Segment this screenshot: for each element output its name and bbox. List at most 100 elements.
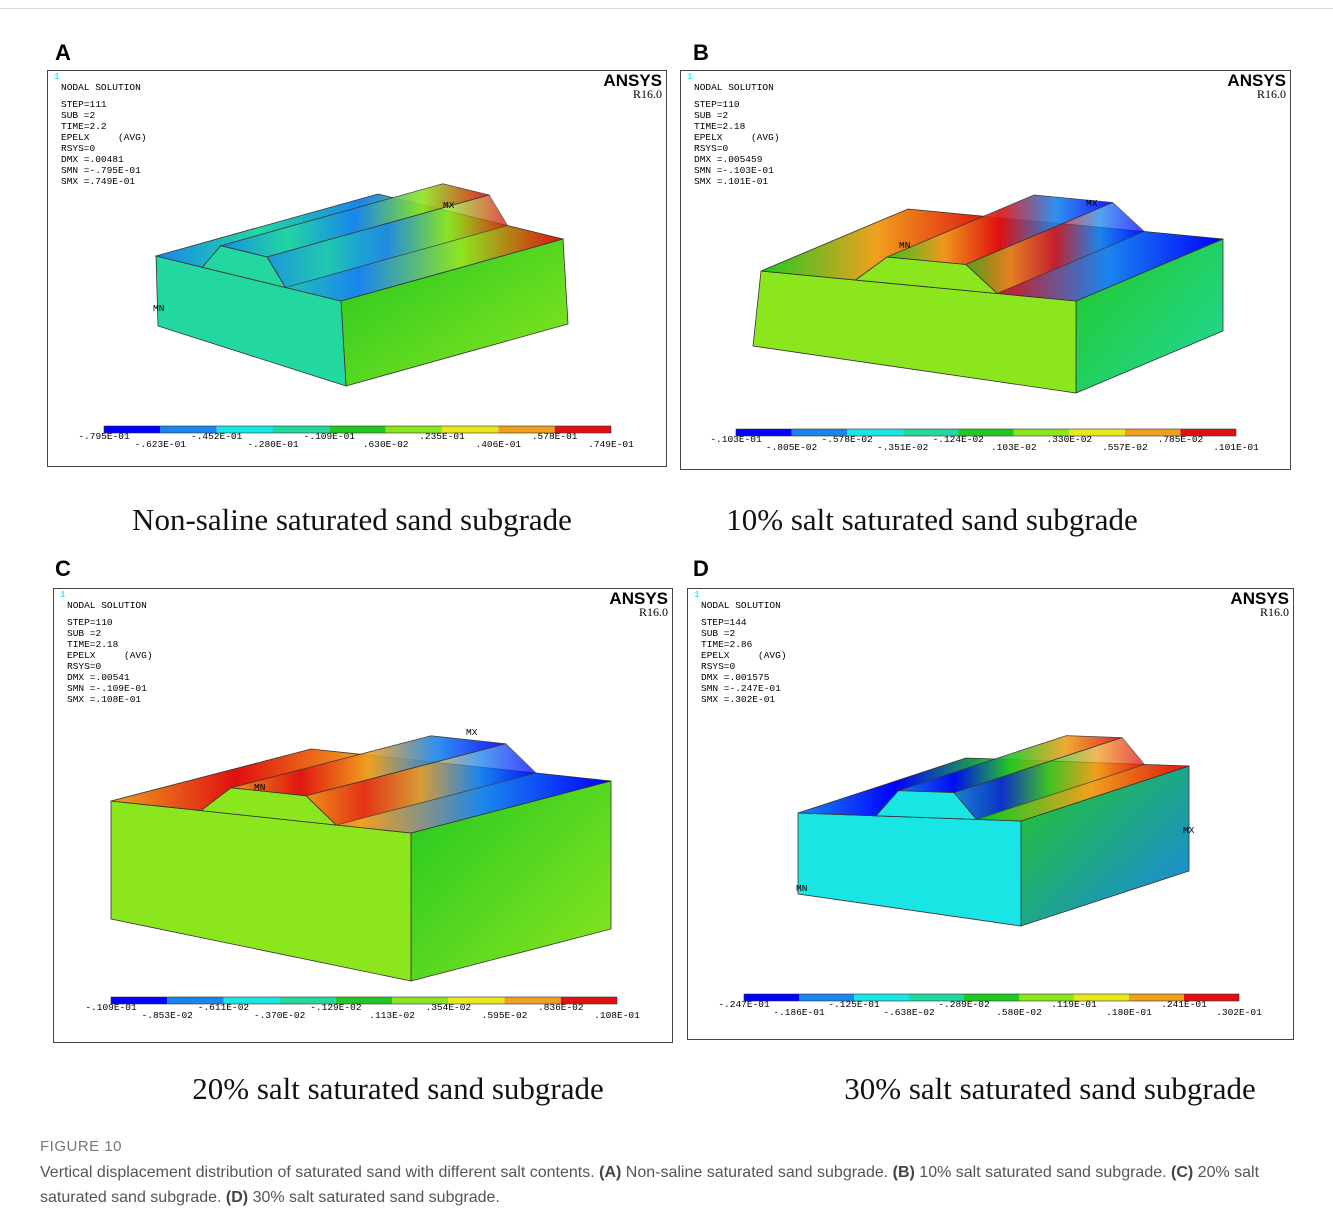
marker: 1 [60,589,66,600]
extreme-tag: MX [466,727,478,738]
colorbar-label: .241E-01 [1161,999,1207,1010]
solution-title: NODAL SOLUTION [61,82,141,93]
version: R16.0 [1257,87,1286,101]
marker: 1 [54,71,60,82]
marker: 1 [687,71,693,82]
colorbar-label: -.351E-02 [877,442,929,453]
solution-info: SMN =-.247E-01 [701,683,781,694]
extreme-tag: MX [1086,198,1098,209]
caption-segment: (C) [1171,1164,1193,1181]
solution-info: SUB =2 [694,110,729,121]
colorbar-label: .595E-02 [482,1010,528,1021]
colorbar-label: .557E-02 [1102,442,1148,453]
colorbar-label: .103E-02 [991,442,1037,453]
extreme-tag: MX [1183,825,1195,836]
solution-info: DMX =.00481 [61,154,124,165]
colorbar-label: .354E-02 [426,1002,472,1013]
solution-info: SMN =-.795E-01 [61,165,141,176]
colorbar-label: .406E-01 [476,439,522,450]
solution-info: TIME=2.86 [701,639,753,650]
solution-title: NODAL SOLUTION [701,600,781,611]
extreme-tag: MN [899,240,910,251]
solution-info: DMX =.001575 [701,672,770,683]
colorbar-label: .235E-01 [419,431,465,442]
panel-label: C [55,556,71,582]
solution-info: RSYS=0 [694,143,729,154]
colorbar-label: -.109E-01 [85,1002,137,1013]
colorbar-label: -.805E-02 [766,442,818,453]
colorbar-label: -.129E-02 [310,1002,362,1013]
solution-info: EPELX (AVG) [61,132,147,143]
colorbar-label: -.578E-02 [821,434,873,445]
colorbar-label: .180E-01 [1106,1007,1152,1018]
solution-info: RSYS=0 [701,661,736,672]
panel-caption: Non-saline saturated sand subgrade [132,502,572,538]
solution-info: SMX =.108E-01 [67,694,141,705]
panel-graphic: 1NODAL SOLUTIONSTEP=110SUB =2TIME=2.18EP… [54,589,672,1042]
colorbar-label: .108E-01 [594,1010,640,1021]
colorbar-label: -.103E-01 [710,434,762,445]
colorbar-label: .578E-01 [532,431,578,442]
solution-info: TIME=2.18 [67,639,119,650]
solution-info: DMX =.005459 [694,154,763,165]
solution-info: RSYS=0 [67,661,102,672]
version: R16.0 [639,605,668,619]
panel-label: B [693,40,709,66]
solution-info: EPELX (AVG) [694,132,780,143]
solution-info: EPELX (AVG) [701,650,787,661]
caption-segment: 30% salt saturated sand subgrade. [248,1189,500,1206]
colorbar-label: .749E-01 [588,439,634,450]
solution-info: SMN =-.109E-01 [67,683,147,694]
front-face [798,813,1021,926]
colorbar-label: .630E-02 [363,439,409,450]
colorbar-label: -.109E-01 [304,431,356,442]
panel-caption: 30% salt saturated sand subgrade [844,1071,1256,1107]
colorbar-label: .101E-01 [1213,442,1259,453]
solution-info: STEP=111 [61,99,107,110]
solution-info: TIME=2.18 [694,121,746,132]
version: R16.0 [633,87,662,101]
colorbar-label: .785E-02 [1158,434,1204,445]
colorbar-label: .330E-02 [1047,434,1093,445]
figure-label: FIGURE 10 [40,1138,122,1155]
colorbar-label: -.795E-01 [78,431,130,442]
colorbar-label: -.452E-01 [191,431,243,442]
caption-segment: (D) [226,1189,248,1206]
ansys-panel: 1NODAL SOLUTIONSTEP=110SUB =2TIME=2.18EP… [680,70,1291,470]
solution-info: TIME=2.2 [61,121,107,132]
caption-segment: 10% salt saturated sand subgrade. [915,1164,1171,1181]
solution-info: SMX =.101E-01 [694,176,768,187]
panel-caption: 20% salt saturated sand subgrade [192,1071,604,1107]
colorbar-label: -.186E-01 [773,1007,825,1018]
solution-info: STEP=144 [701,617,747,628]
version: R16.0 [1260,605,1289,619]
figure-caption: Vertical displacement distribution of sa… [40,1160,1290,1210]
solution-info: SMX =.749E-01 [61,176,135,187]
caption-segment: Non-saline saturated sand subgrade. [621,1164,892,1181]
panel-caption: 10% salt saturated sand subgrade [726,502,1138,538]
colorbar-label: -.611E-02 [198,1002,250,1013]
caption-segment: (B) [893,1164,915,1181]
colorbar-label: -.623E-01 [135,439,187,450]
colorbar-label: -.124E-02 [933,434,985,445]
caption-segment: Vertical displacement distribution of sa… [40,1164,599,1181]
solution-info: SUB =2 [701,628,736,639]
colorbar-label: .113E-02 [369,1010,415,1021]
solution-info: STEP=110 [694,99,740,110]
colorbar-label: -.125E-01 [828,999,880,1010]
solution-title: NODAL SOLUTION [67,600,147,611]
colorbar-label: -.638E-02 [883,1007,935,1018]
solution-info: RSYS=0 [61,143,96,154]
colorbar-label: -.289E-02 [938,999,990,1010]
colorbar-label: .302E-01 [1216,1007,1262,1018]
colorbar-label: -.280E-01 [247,439,299,450]
page: FIGURE 10 Vertical displacement distribu… [0,0,1333,1226]
caption-segment: (A) [599,1164,621,1181]
solution-info: DMX =.00541 [67,672,130,683]
colorbar-label: .119E-01 [1051,999,1097,1010]
